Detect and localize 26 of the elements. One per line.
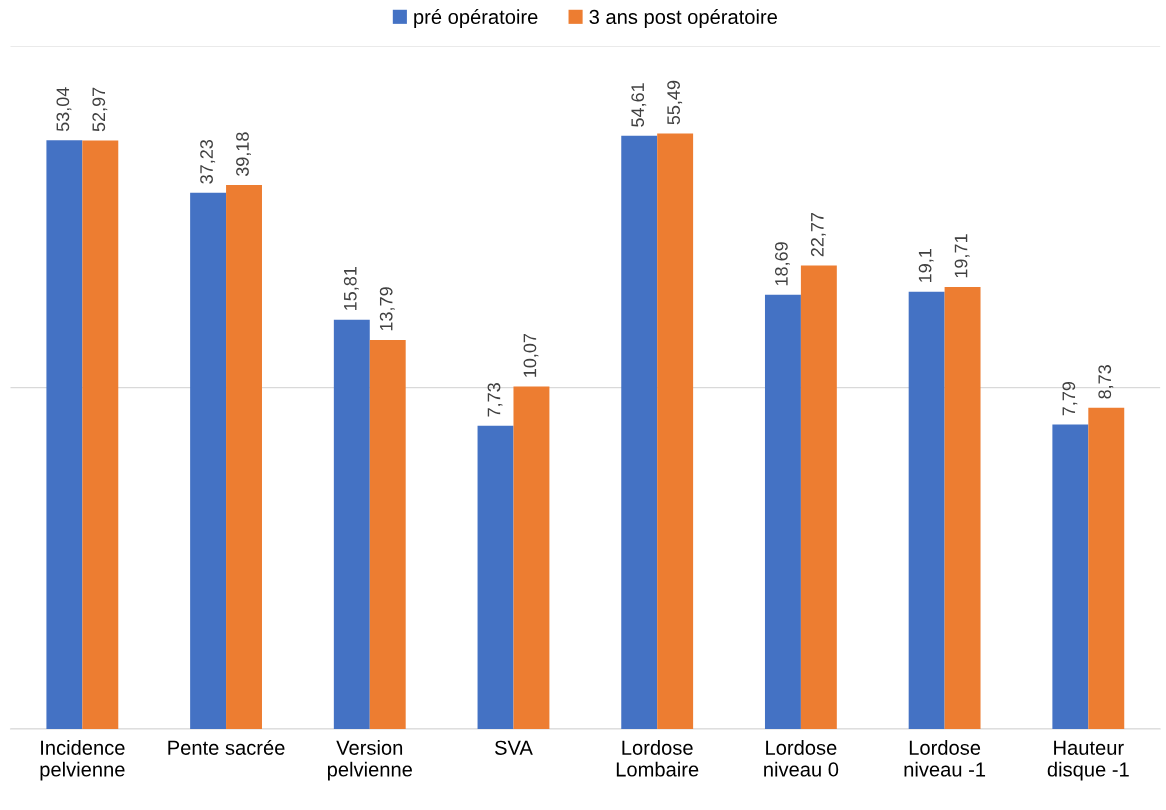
x-tick-label: Lordose niveau -1: [904, 740, 986, 777]
data-label: 54,61: [631, 83, 647, 127]
data-label: 37,23: [200, 139, 216, 184]
data-label: 8,73: [1098, 365, 1114, 399]
data-label: 39,18: [236, 132, 251, 177]
x-tick-label: Lordose Lombaire: [616, 740, 699, 777]
legend-label: pré opératoire: [414, 9, 538, 29]
x-tick-label: Version pelvienne: [327, 740, 412, 781]
data-label: 53,04: [56, 87, 72, 132]
data-label: 13,79: [379, 287, 395, 331]
data-label: 15,81: [343, 267, 359, 310]
x-tick-label: SVA: [494, 740, 533, 755]
data-label: 7,73: [487, 383, 503, 417]
x-tick-label: Pente sacrée: [168, 739, 285, 755]
x-tick-label: Incidence pelvienne: [40, 740, 125, 781]
legend-label: 3 ans post opératoire: [589, 9, 777, 29]
data-label: 22,77: [810, 212, 826, 257]
data-label: 18,69: [774, 242, 790, 286]
data-label: 19,1: [918, 249, 934, 282]
data-label: 10,07: [523, 333, 539, 377]
x-tick-label: Hauteur disque -1: [1047, 740, 1129, 781]
data-label: 19,71: [954, 234, 970, 278]
data-label: 52,97: [92, 87, 108, 132]
data-label: 7,79: [1062, 382, 1078, 416]
x-tick-label: Lordose niveau 0: [764, 740, 839, 777]
data-label: 55,49: [667, 80, 683, 125]
